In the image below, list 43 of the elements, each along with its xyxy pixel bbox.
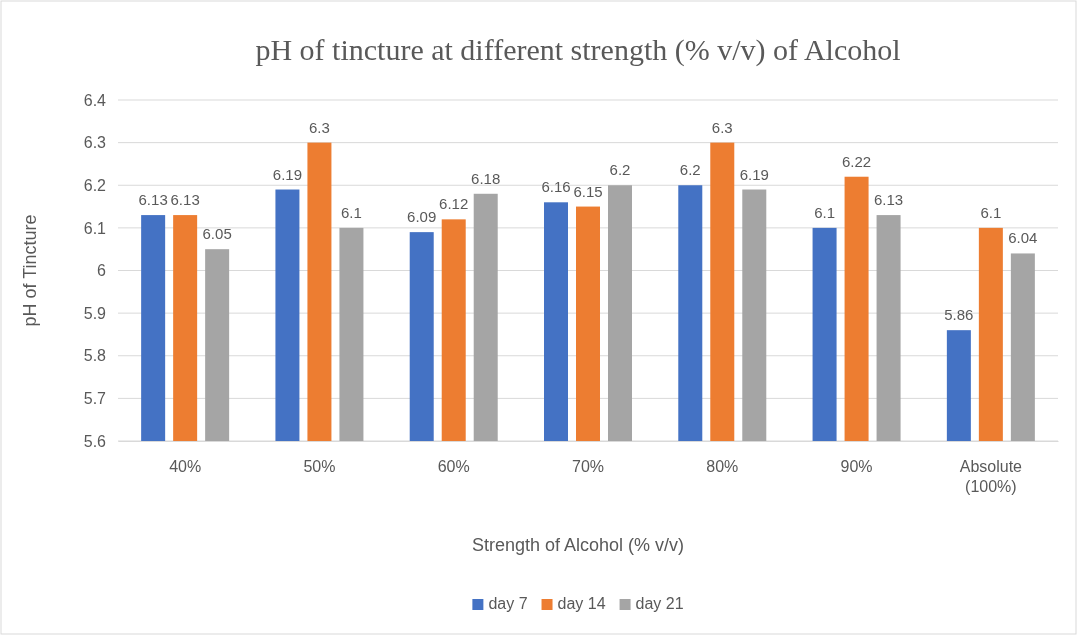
y-tick-label: 6.3 bbox=[83, 134, 107, 152]
data-label: 6.18 bbox=[471, 169, 501, 187]
legend-label: day 14 bbox=[557, 595, 606, 612]
data-label: 6.1 bbox=[341, 203, 362, 221]
x-tick-label: 70% bbox=[571, 458, 605, 476]
data-label: 5.86 bbox=[944, 306, 974, 324]
y-tick-label: 6.1 bbox=[83, 219, 107, 237]
x-axis-title: Strength of Alcohol (% v/v) bbox=[471, 535, 685, 555]
legend-label: day 7 bbox=[488, 595, 528, 612]
data-label: 6.09 bbox=[407, 208, 437, 226]
data-label: 6.3 bbox=[711, 118, 733, 136]
data-label: 6.15 bbox=[573, 182, 603, 200]
data-label: 6.22 bbox=[841, 152, 872, 170]
x-tick-label: 40% bbox=[169, 458, 202, 476]
chart-title: pH of tincture at different strength (% v/v) of Alcohol bbox=[255, 33, 901, 67]
data-label: 6.13 bbox=[170, 191, 200, 209]
data-label: 6.19 bbox=[272, 165, 303, 183]
data-label: 6.3 bbox=[309, 118, 330, 136]
data-label: 6.1 bbox=[980, 203, 1002, 221]
x-tick-label: Absolute (100%) bbox=[959, 458, 1023, 496]
data-label: 6.04 bbox=[1008, 229, 1038, 247]
y-tick-label: 5.8 bbox=[83, 347, 107, 365]
y-tick-label: 5.7 bbox=[83, 389, 107, 407]
y-tick-label: 6.2 bbox=[83, 176, 107, 194]
data-label: 6.2 bbox=[679, 161, 701, 179]
data-label: 6.2 bbox=[609, 161, 631, 179]
data-label: 6.1 bbox=[814, 203, 835, 221]
y-tick-label: 5.9 bbox=[83, 304, 107, 322]
legend-label: day 21 bbox=[635, 595, 684, 612]
x-tick-label: 90% bbox=[840, 458, 873, 476]
y-axis-title: pH of Tincture bbox=[20, 214, 40, 327]
x-tick-label: 60% bbox=[437, 458, 470, 476]
data-label: 6.19 bbox=[739, 165, 769, 183]
x-tick-label: 50% bbox=[303, 458, 336, 476]
data-label: 6.16 bbox=[541, 178, 571, 196]
data-label: 6.13 bbox=[138, 191, 168, 209]
y-tick-label: 6 bbox=[97, 262, 107, 280]
data-label: 6.12 bbox=[439, 195, 469, 213]
data-label: 6.13 bbox=[873, 191, 904, 209]
y-tick-label: 6.4 bbox=[83, 91, 107, 109]
y-tick-label: 5.6 bbox=[83, 432, 107, 450]
data-label: 6.05 bbox=[202, 225, 232, 243]
x-tick-label: 80% bbox=[706, 458, 739, 476]
